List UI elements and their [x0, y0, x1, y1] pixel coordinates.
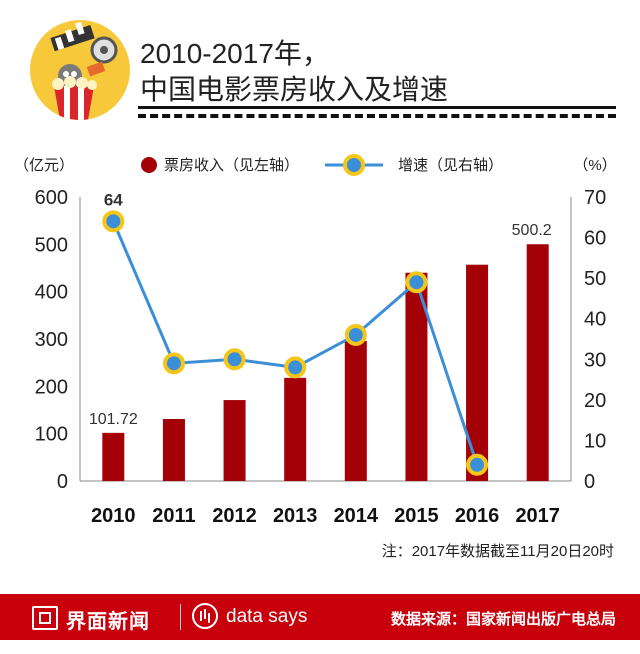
growth-point	[344, 323, 367, 346]
x-axis-tick: 2013	[273, 505, 318, 527]
bar	[102, 432, 125, 481]
box-office-chart: （亿元） （%）票房收入（见左轴） 增速（见右轴）01002003004005006…	[14, 154, 617, 527]
growth-point	[405, 271, 428, 294]
right-axis-tick: 30	[584, 349, 606, 371]
right-axis-unit: （%）	[573, 157, 616, 174]
left-axis-tick: 500	[35, 234, 68, 256]
left-axis-tick: 100	[35, 424, 68, 446]
data-label: 101.72	[89, 411, 138, 428]
x-axis-tick: 2014	[334, 505, 379, 527]
growth-point	[466, 453, 489, 476]
footer-bar: 界面新闻 data says 数据来源：国家新闻出版广电总局	[0, 594, 640, 640]
right-axis-tick: 50	[584, 268, 606, 290]
waveform-icon	[192, 603, 218, 629]
left-axis-tick: 0	[57, 471, 68, 493]
footer-data-says: data says	[226, 606, 308, 627]
growth-point	[162, 352, 185, 375]
bar	[405, 272, 428, 481]
legend-line-label: 增速（见右轴）	[398, 157, 503, 174]
footer-source: 数据来源：国家新闻出版广电总局	[390, 611, 616, 628]
bar	[344, 340, 367, 481]
page-title-line1: 2010-2017年，	[140, 38, 330, 69]
title-underline	[138, 106, 616, 109]
popcorn-clapperboard-icon	[30, 20, 130, 120]
footer-divider	[180, 604, 181, 630]
right-axis-tick: 10	[584, 430, 606, 452]
left-axis-tick: 600	[35, 187, 68, 209]
growth-point	[223, 348, 246, 371]
bar	[162, 418, 185, 481]
bar	[223, 400, 246, 481]
x-axis-tick: 2012	[212, 505, 257, 527]
bar	[466, 264, 489, 481]
jiemian-logo-icon	[32, 606, 58, 630]
right-axis-tick: 40	[584, 309, 606, 331]
x-axis-tick: 2016	[455, 505, 500, 527]
data-label: 500.2	[512, 222, 552, 239]
right-axis-tick: 20	[584, 390, 606, 412]
footer-brand: 界面新闻	[66, 611, 150, 633]
right-axis-tick: 70	[584, 187, 606, 209]
legend-bar-swatch	[141, 157, 157, 173]
x-axis-tick: 2015	[394, 505, 439, 527]
title-dashed-rule	[138, 114, 616, 118]
page-title-line2: 中国电影票房收入及增速	[140, 74, 449, 105]
left-axis-unit: （亿元）	[14, 157, 74, 174]
growth-point	[284, 356, 307, 379]
bar	[526, 244, 549, 481]
right-axis-tick: 60	[584, 228, 606, 250]
right-axis-tick: 0	[584, 471, 595, 493]
bar	[284, 377, 307, 481]
growth-point	[102, 210, 125, 233]
footnote: 注：2017年数据截至11月20日20时	[381, 543, 614, 560]
x-axis-tick: 2017	[515, 505, 560, 527]
x-axis-tick: 2011	[152, 505, 195, 527]
legend-line-marker	[343, 154, 365, 176]
data-label: 64	[104, 190, 123, 209]
left-axis-tick: 300	[35, 329, 68, 351]
left-axis-tick: 400	[35, 282, 68, 304]
legend-bar-label: 票房收入（见左轴）	[164, 157, 299, 174]
left-axis-tick: 200	[35, 376, 68, 398]
x-axis-tick: 2010	[91, 505, 136, 527]
